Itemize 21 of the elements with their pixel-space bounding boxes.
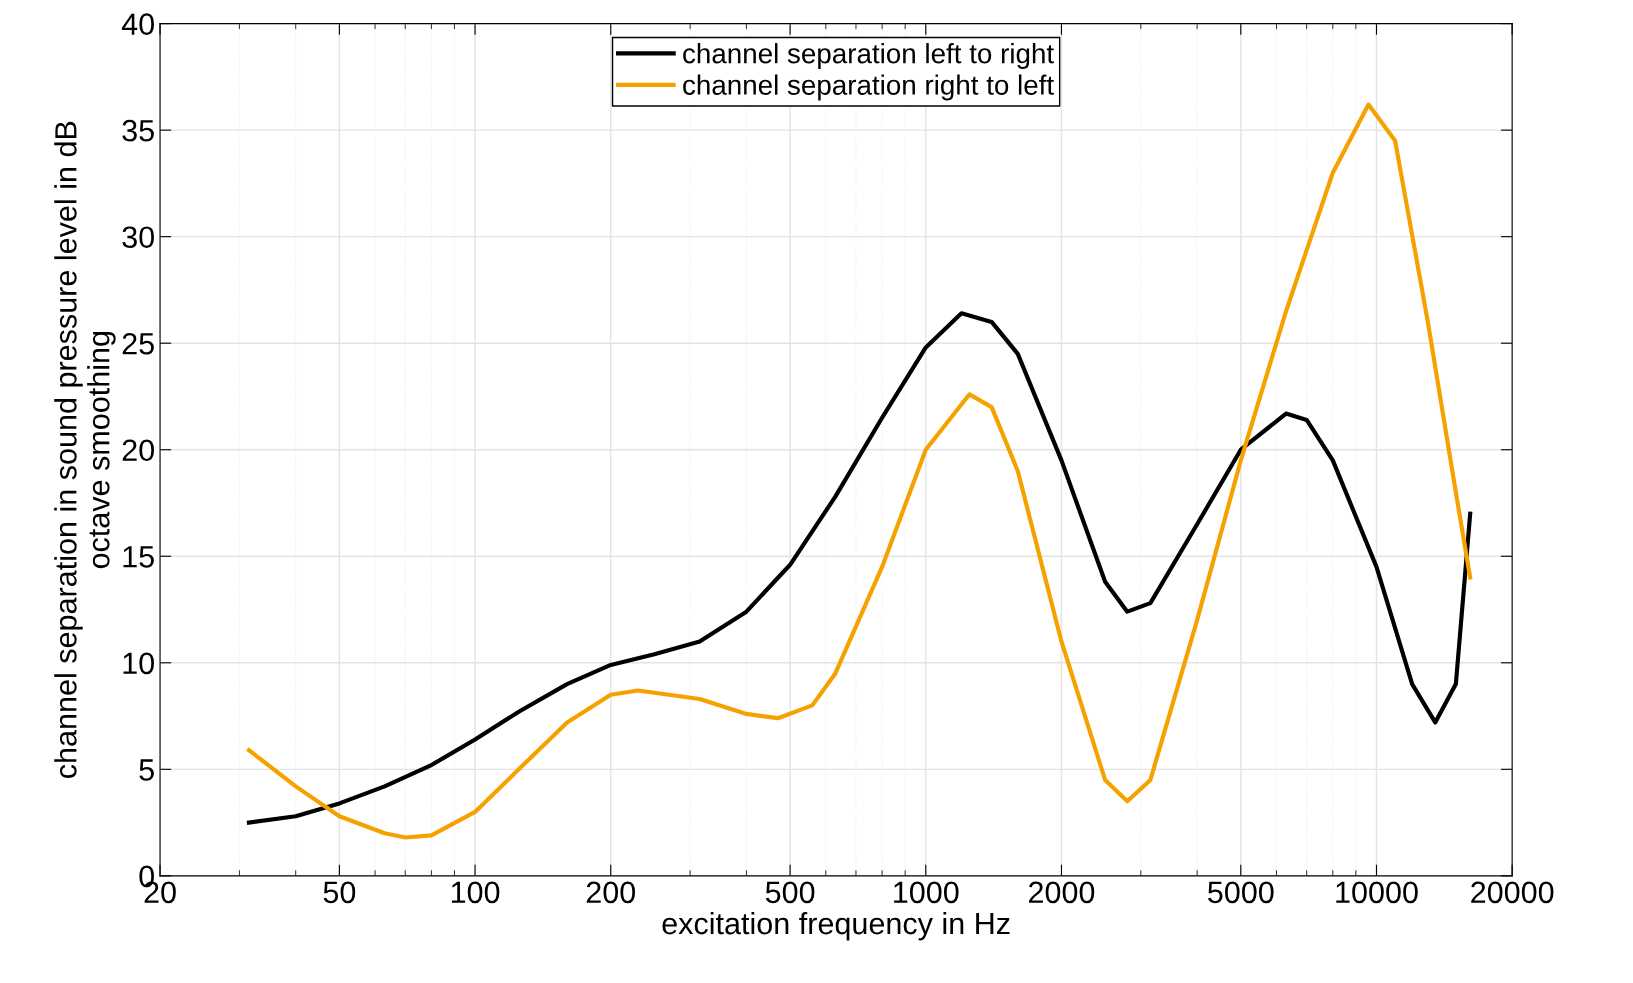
y-tick-label: 25 <box>122 332 154 355</box>
legend-label: channel separation left to right <box>683 43 1054 69</box>
legend-label: channel separation right to left <box>683 74 1054 101</box>
y-tick-label: 35 <box>122 119 154 142</box>
y-tick-label: 10 <box>123 652 154 675</box>
x-tick-label: 500 <box>765 881 815 904</box>
y-axis-title: channel separation in sound pressure level in dB octave smoothing <box>54 121 116 778</box>
x-tick-label: 20000 <box>1471 881 1554 904</box>
y-tick-label: 20 <box>122 439 154 462</box>
x-tick-label: 1000 <box>894 881 959 904</box>
y-tick-label: 15 <box>123 546 154 568</box>
y-tick-label: 30 <box>122 226 154 249</box>
x-tick-label: 100 <box>451 881 500 904</box>
y-tick-label: 5 <box>139 759 154 781</box>
y-tick-label: 40 <box>121 13 154 35</box>
x-tick-label: 10000 <box>1336 881 1418 904</box>
x-tick-label: 5000 <box>1208 881 1274 904</box>
x-tick-label: 50 <box>323 881 356 904</box>
x-tick-label: 200 <box>586 881 636 904</box>
x-axis-title: excitation frequency in Hz <box>662 911 1010 941</box>
x-tick-label: 2000 <box>1029 881 1095 904</box>
